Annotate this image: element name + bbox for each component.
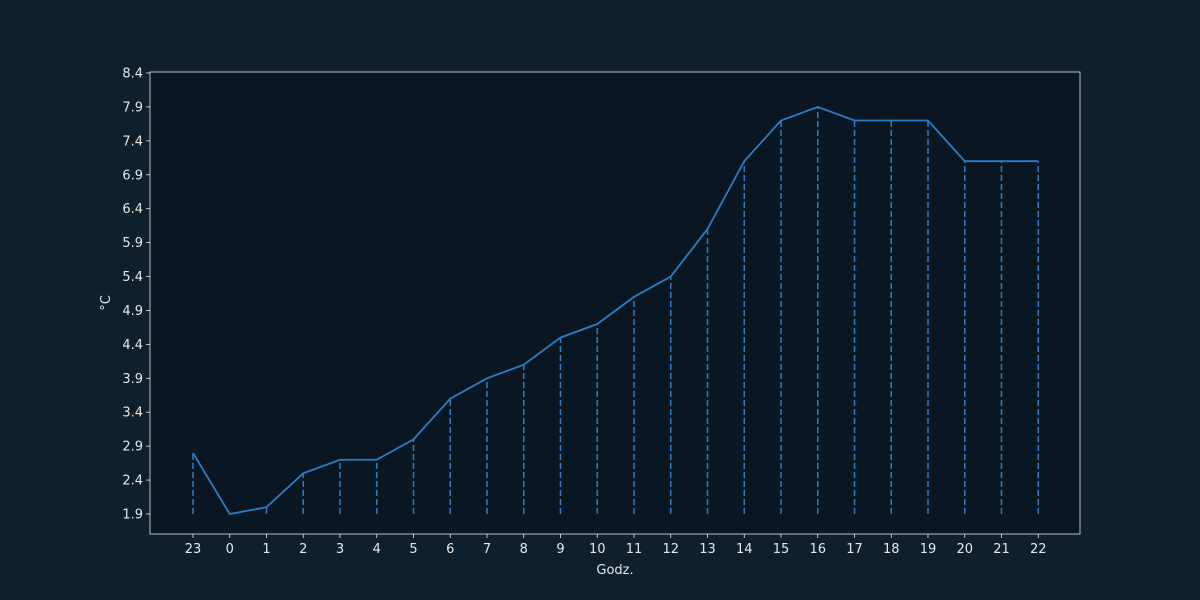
y-axis-ticks: 1.9 2.4 2.9 3.4 3.9 4.4 4.9 5.4 5.9 6.4 6.9 7.4 7.9 8… bbox=[122, 67, 150, 523]
axes-border bbox=[149, 71, 1081, 535]
x-tick-label: 17 bbox=[846, 542, 863, 557]
x-tick-label: 23 bbox=[185, 542, 202, 557]
y-axis-label: °C bbox=[99, 295, 114, 311]
x-tick-label: 12 bbox=[662, 542, 679, 557]
x-tick-label: 4 bbox=[373, 542, 381, 557]
x-tick-label: 20 bbox=[956, 542, 973, 557]
x-tick-label: 16 bbox=[809, 542, 826, 557]
x-tick-label: 18 bbox=[883, 542, 900, 557]
y-tick-label: 3.4 bbox=[122, 406, 143, 421]
x-tick-label: 6 bbox=[446, 542, 454, 557]
y-tick-label: 7.4 bbox=[122, 134, 143, 149]
y-tick-label: 4.4 bbox=[122, 338, 143, 353]
y-tick-label: 8.4 bbox=[122, 67, 143, 82]
y-tick-label: 6.4 bbox=[122, 202, 143, 217]
y-tick-label: 2.9 bbox=[122, 440, 143, 455]
x-tick-label: 8 bbox=[520, 542, 528, 557]
x-tick-label: 19 bbox=[920, 542, 937, 557]
x-tick-label: 22 bbox=[1030, 542, 1047, 557]
x-tick-label: 14 bbox=[736, 542, 753, 557]
y-tick-label: 2.4 bbox=[122, 474, 143, 489]
x-tick-label: 7 bbox=[483, 542, 491, 557]
series-line bbox=[192, 105, 1039, 515]
x-tick-label: 9 bbox=[556, 542, 564, 557]
y-tick-label: 1.9 bbox=[122, 508, 143, 523]
y-tick-label: 6.9 bbox=[122, 168, 143, 183]
x-axis-label: Godz. bbox=[596, 563, 633, 578]
x-tick-label: 21 bbox=[993, 542, 1010, 557]
drop-lines bbox=[192, 106, 1039, 514]
x-axis-ticks: 23 0 1 2 3 4 5 6 7 8 9 10 11 12 13 14 15 16 17 18 19 20 21 22 bbox=[185, 534, 1047, 557]
y-tick-label: 5.4 bbox=[122, 270, 143, 285]
y-tick-label: 3.9 bbox=[122, 372, 143, 387]
x-tick-label: 2 bbox=[299, 542, 307, 557]
x-tick-label: 3 bbox=[336, 542, 344, 557]
x-tick-label: 15 bbox=[773, 542, 790, 557]
x-tick-label: 5 bbox=[409, 542, 417, 557]
axes-frame bbox=[149, 71, 1081, 535]
plot-area bbox=[150, 72, 1080, 534]
x-tick-label: 10 bbox=[589, 542, 606, 557]
x-tick-label: 11 bbox=[626, 542, 643, 557]
y-tick-label: 5.9 bbox=[122, 236, 143, 251]
y-tick-label: 7.9 bbox=[122, 100, 143, 115]
x-tick-label: 0 bbox=[226, 542, 234, 557]
x-tick-label: 1 bbox=[262, 542, 270, 557]
x-tick-label: 13 bbox=[699, 542, 716, 557]
y-tick-label: 4.9 bbox=[122, 304, 143, 319]
